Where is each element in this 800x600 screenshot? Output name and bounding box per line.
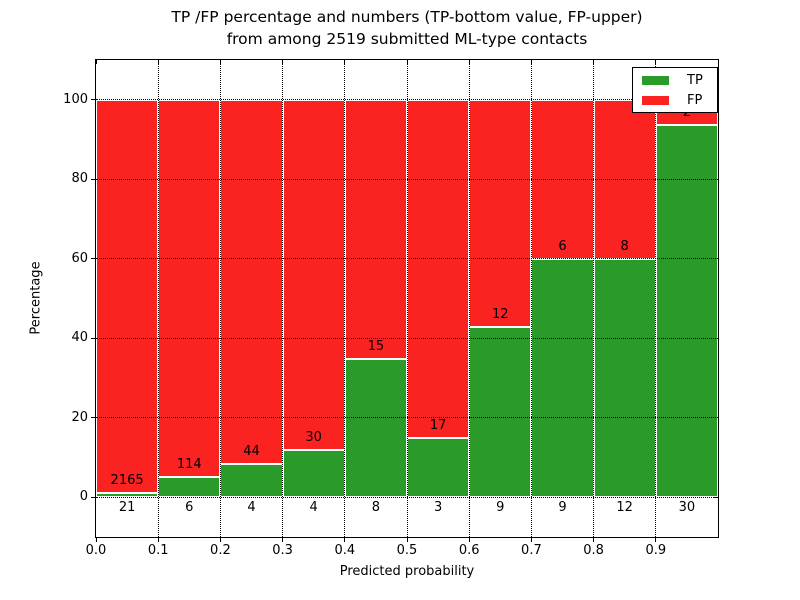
tp-count-label: 30 [678, 500, 696, 516]
bar-segment-tp [593, 258, 656, 498]
vertical-gridline [468, 60, 470, 537]
horizontal-gridline [96, 258, 718, 260]
tp-count-label: 9 [496, 500, 505, 516]
y-tick-mark [91, 496, 95, 498]
vertical-gridline [344, 60, 346, 537]
x-tick-mark [406, 538, 408, 542]
y-tick-label: 0 [79, 489, 88, 505]
x-tick-mark [282, 538, 284, 542]
bar-segment-fp [407, 99, 470, 438]
tp-count-label: 12 [616, 500, 633, 516]
x-tick-label: 0.8 [583, 543, 604, 558]
y-tick-label: 20 [71, 409, 88, 425]
vertical-gridline [593, 60, 595, 537]
vertical-gridline [655, 60, 657, 537]
bar-segment-tp [282, 450, 345, 498]
legend-row-fp: FP [633, 90, 717, 110]
x-tick-label: 0.7 [521, 543, 542, 558]
x-tick-mark [95, 538, 97, 542]
horizontal-gridline [96, 178, 718, 180]
fp-count-label: 15 [367, 338, 385, 354]
chart-title-line-2: from among 2519 submitted ML-type contac… [226, 30, 588, 48]
fp-count-label: 12 [492, 306, 509, 322]
x-tick-label: 0.1 [147, 543, 169, 558]
x-tick-label: 0.9 [645, 543, 667, 558]
tp-count-label: 4 [309, 500, 318, 516]
x-tick-label: 0.2 [210, 543, 231, 558]
fp-count-label: 17 [429, 417, 447, 433]
tp-count-label: 21 [118, 500, 136, 516]
vertical-gridline [406, 60, 408, 537]
bar-segment-tp [158, 477, 221, 498]
x-axis-label: Predicted probability [339, 564, 475, 579]
legend-label-tp: TP [687, 72, 703, 88]
y-tick-mark [91, 417, 95, 419]
x-tick-mark [219, 538, 221, 542]
bar-segment-tp [407, 437, 470, 498]
horizontal-gridline [96, 496, 718, 498]
x-tick-mark [468, 538, 470, 542]
x-tick-mark [530, 538, 532, 542]
y-tick-mark [91, 99, 95, 101]
x-tick-mark [655, 538, 657, 542]
bar-segment-fp [96, 99, 159, 494]
tp-count-label: 6 [185, 500, 194, 516]
horizontal-gridline [96, 337, 718, 339]
y-tick-mark [91, 178, 95, 180]
y-tick-mark [91, 258, 95, 260]
x-tick-label: 0.6 [458, 543, 480, 558]
x-tick-mark [593, 538, 595, 542]
tp-count-label: 8 [371, 500, 381, 516]
chart-title-line-1: TP /FP percentage and numbers (TP-bottom… [171, 8, 643, 26]
bar-segment-tp [469, 326, 532, 498]
tp-count-label: 3 [433, 500, 443, 516]
tp-count-label: 9 [558, 500, 567, 516]
legend-swatch-fp-icon [642, 95, 669, 105]
tp-count-label: 4 [247, 500, 256, 516]
fp-count-label: 6 [558, 238, 567, 254]
y-tick-label: 60 [71, 250, 88, 266]
vertical-gridline [219, 60, 221, 537]
bar-segment-tp [344, 358, 407, 498]
fp-count-label: 8 [620, 238, 629, 254]
y-tick-label: 40 [71, 330, 88, 346]
y-tick-label: 80 [71, 171, 88, 187]
bar-segment-fp [220, 99, 283, 465]
bar-segment-tp [655, 124, 718, 498]
bar-segment-tp [531, 258, 594, 498]
y-axis-label: Percentage [28, 261, 44, 335]
y-tick-label: 100 [63, 91, 88, 107]
fp-count-label: 44 [243, 444, 260, 460]
y-tick-mark [91, 337, 95, 339]
bar-segment-fp [282, 99, 345, 451]
legend-swatch-tp-icon [642, 75, 669, 85]
x-tick-label: 0.3 [272, 543, 293, 558]
horizontal-gridline [96, 417, 718, 419]
x-tick-label: 0.4 [334, 543, 356, 558]
fp-count-label: 2165 [110, 473, 144, 489]
legend: TP FP [632, 67, 718, 113]
legend-label-fp: FP [687, 92, 703, 108]
bar-segment-fp [158, 99, 221, 478]
x-tick-label: 0.0 [85, 543, 107, 558]
x-tick-mark [344, 538, 346, 542]
fp-count-label: 114 [176, 457, 202, 473]
x-tick-mark-top [95, 60, 97, 64]
bar-segment-tp [220, 464, 283, 498]
plot-area: 216521114644430415817312969812230 TP FP [95, 59, 719, 538]
vertical-gridline [157, 60, 159, 537]
x-tick-label: 0.5 [396, 543, 418, 558]
horizontal-gridline [96, 99, 718, 101]
bar-segment-fp [344, 99, 407, 359]
vertical-gridline [530, 60, 532, 537]
fp-count-label: 30 [305, 430, 322, 446]
vertical-gridline [282, 60, 284, 537]
legend-row-tp: TP [633, 70, 717, 90]
x-tick-mark [157, 538, 159, 542]
bar-segment-fp [469, 99, 532, 327]
